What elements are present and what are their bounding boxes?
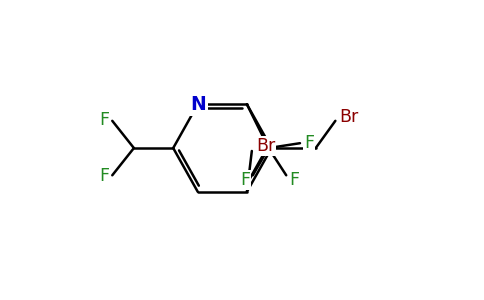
Text: F: F [240,171,250,189]
Text: N: N [190,95,206,114]
Text: Br: Br [256,137,275,155]
Text: F: F [289,171,299,189]
Text: F: F [304,134,314,152]
Text: F: F [99,111,109,129]
Text: F: F [99,167,109,185]
Text: Br: Br [339,108,359,126]
